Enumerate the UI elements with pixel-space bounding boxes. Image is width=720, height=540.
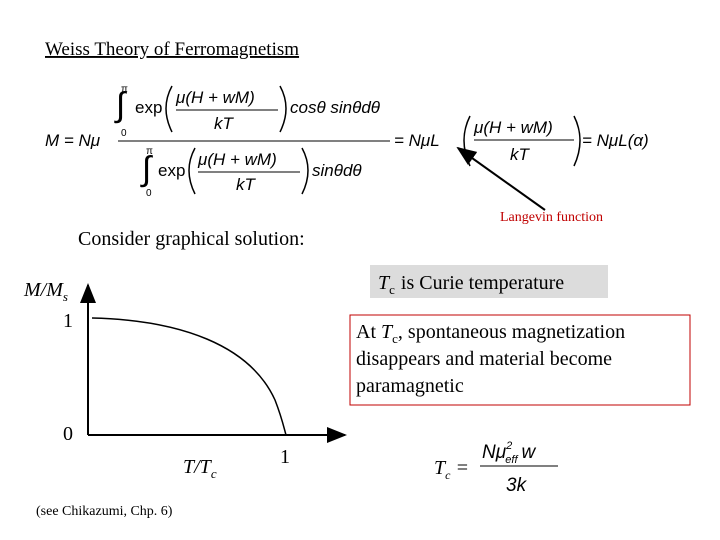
- text: At: [356, 321, 376, 343]
- callout-text: is Curie temperature: [401, 272, 564, 294]
- text: T: [434, 457, 447, 479]
- lower-limit: 0: [146, 188, 152, 199]
- x-label: T/Tc: [183, 456, 217, 481]
- title: Weiss Theory of Ferromagnetism: [45, 39, 299, 60]
- paren: [463, 115, 471, 167]
- eq-lhs: Tc =: [434, 457, 469, 482]
- denominator-tail: sinθdθ: [312, 161, 362, 180]
- callout: Tc is Curie temperature: [378, 272, 564, 297]
- eq-rhs: = NμL(α): [582, 131, 649, 150]
- lower-limit: 0: [121, 128, 127, 139]
- paren: [573, 115, 581, 167]
- note-line: disappears and material become: [356, 348, 612, 370]
- paren: [165, 85, 173, 133]
- exp: exp: [135, 98, 162, 117]
- arg-denominator: kT: [214, 114, 235, 133]
- callout-box: [370, 265, 608, 298]
- text: Nμ: [482, 442, 507, 463]
- upper-limit: π: [146, 146, 153, 157]
- subscript: eff: [505, 454, 518, 466]
- note-line: paramagnetic: [356, 375, 464, 397]
- subscript: c: [389, 282, 395, 297]
- integral: ∫: [114, 86, 127, 124]
- reference: (see Chikazumi, Chp. 6): [36, 504, 173, 519]
- denominator: 3k: [506, 475, 528, 496]
- y-origin-label: 0: [63, 423, 73, 445]
- exp: exp: [158, 161, 185, 180]
- subscript: c: [211, 466, 217, 481]
- paren: [301, 147, 309, 195]
- arg-denominator: kT: [236, 175, 257, 194]
- note-box: [349, 314, 691, 406]
- subscript: s: [63, 289, 68, 304]
- arg-numerator: μ(H + wM): [175, 88, 255, 107]
- annotation: Langevin function: [500, 210, 603, 225]
- y-label: M/Ms: [23, 279, 68, 304]
- annotation-arrow: [456, 146, 546, 211]
- text: M/M: [23, 279, 64, 301]
- symbol: T: [381, 321, 394, 343]
- paren: [279, 85, 287, 133]
- symbol: T: [378, 272, 391, 294]
- subscript: c: [392, 331, 398, 346]
- note-line: At Tc, spontaneous magnetization: [356, 321, 625, 346]
- prompt: Consider graphical solution:: [78, 228, 305, 250]
- arg-denominator: kT: [510, 145, 531, 164]
- factor: w: [522, 442, 537, 463]
- text: , spontaneous magnetization: [398, 321, 625, 343]
- equals: =: [455, 457, 469, 479]
- curie-equation: Tc = Nμ2 eff w 3k: [434, 440, 558, 496]
- numerator-tail: cosθ sinθdθ: [290, 98, 381, 117]
- arg-numerator: μ(H + wM): [197, 150, 277, 169]
- subscript: c: [445, 468, 451, 482]
- upper-limit: π: [121, 84, 128, 95]
- weiss-equation: M = Nμ ∫ π 0 exp μ(H + wM) kT cosθ sinθd…: [45, 84, 649, 199]
- arg-numerator: μ(H + wM): [473, 118, 553, 137]
- y-top-label: 1: [63, 310, 73, 332]
- superscript: 2: [505, 440, 512, 452]
- text: T/T: [183, 456, 213, 478]
- integral: ∫: [140, 150, 153, 188]
- eq-lhs: M = Nμ: [45, 131, 101, 150]
- x-end-label: 1: [280, 446, 290, 468]
- magnetization-curve: [91, 317, 287, 436]
- paren: [188, 147, 196, 195]
- eq-middle: = NμL: [394, 131, 440, 150]
- numerator: Nμ2 eff w: [482, 440, 537, 466]
